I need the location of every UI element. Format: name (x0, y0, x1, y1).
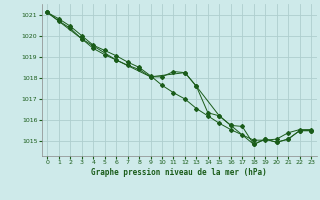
X-axis label: Graphe pression niveau de la mer (hPa): Graphe pression niveau de la mer (hPa) (91, 168, 267, 177)
